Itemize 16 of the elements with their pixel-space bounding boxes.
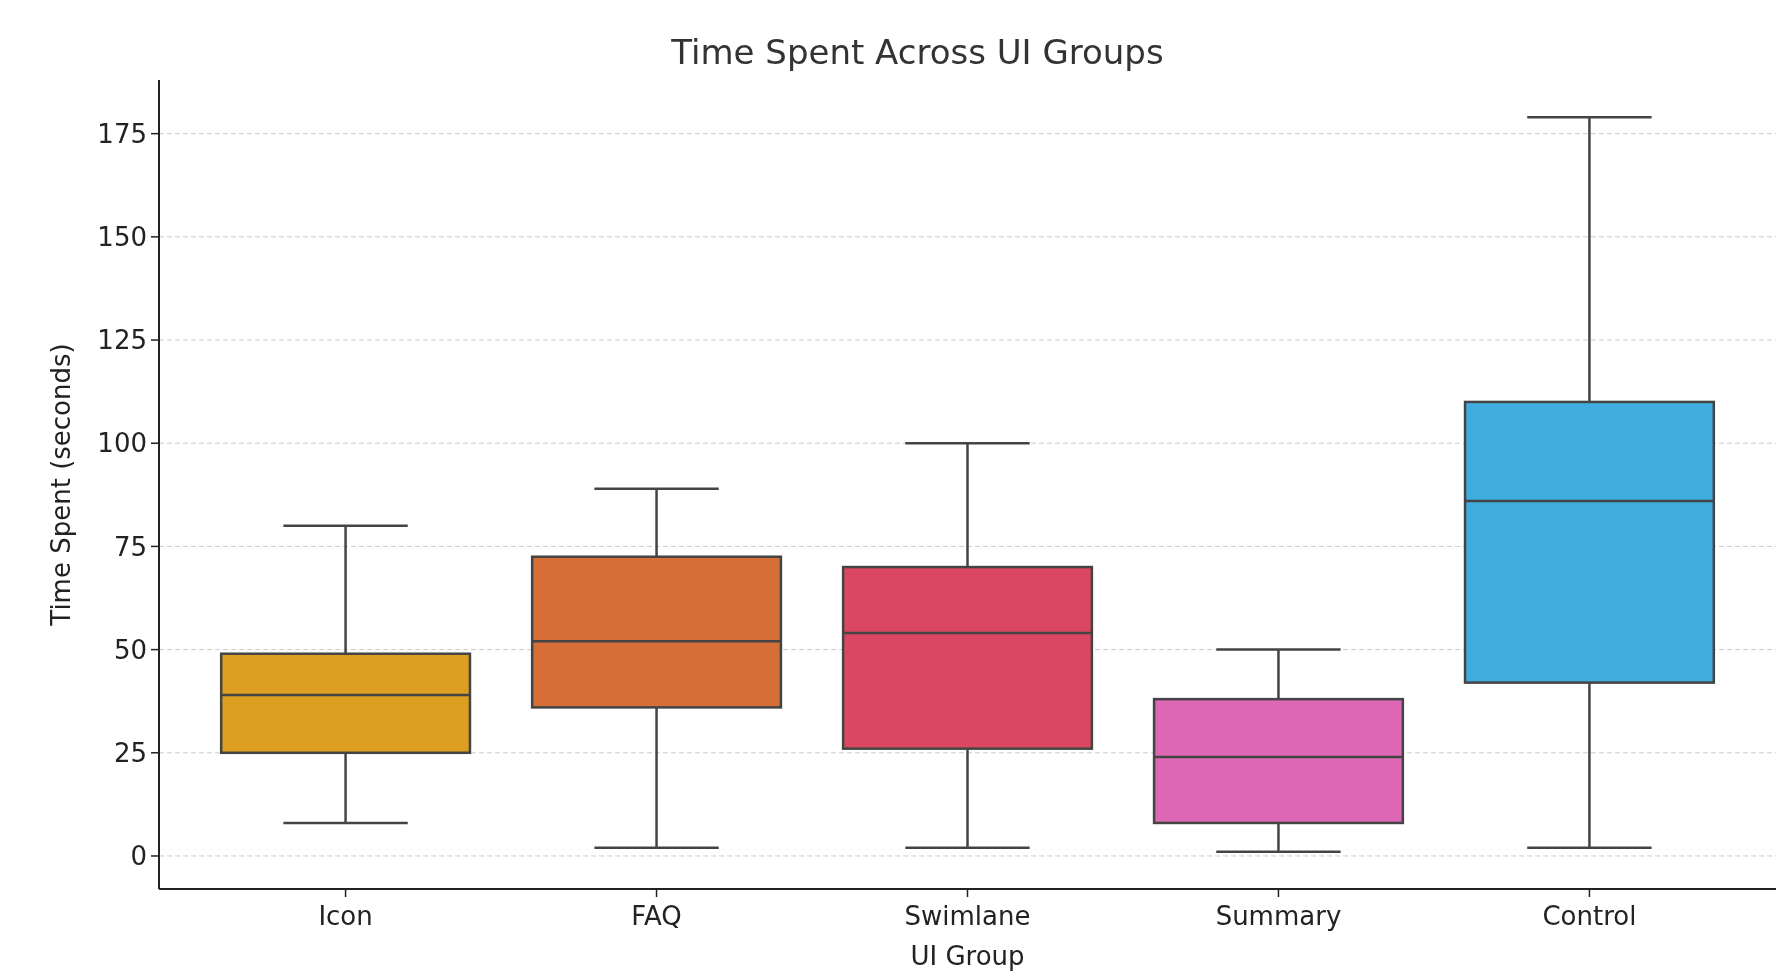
y-tick-label: 150 xyxy=(97,221,147,252)
x-tick-label: Summary xyxy=(1215,901,1342,931)
x-tick-label: Swimlane xyxy=(904,901,1031,931)
x-tick-label: Icon xyxy=(318,901,373,931)
y-axis-title: Time Spent (seconds) xyxy=(46,343,76,627)
x-tick-label: FAQ xyxy=(631,901,682,931)
y-tick-label: 175 xyxy=(97,118,147,149)
chart-title: Time Spent Across UI Groups xyxy=(670,32,1164,72)
y-tick-label: 50 xyxy=(113,634,147,665)
y-tick-label: 100 xyxy=(97,428,147,459)
y-tick-label: 125 xyxy=(97,325,147,356)
y-tick-label: 25 xyxy=(113,737,147,768)
x-axis-title: UI Group xyxy=(910,941,1025,971)
y-tick-label: 0 xyxy=(130,841,147,872)
x-tick-label: Control xyxy=(1542,901,1637,931)
y-tick-label: 75 xyxy=(113,531,147,562)
